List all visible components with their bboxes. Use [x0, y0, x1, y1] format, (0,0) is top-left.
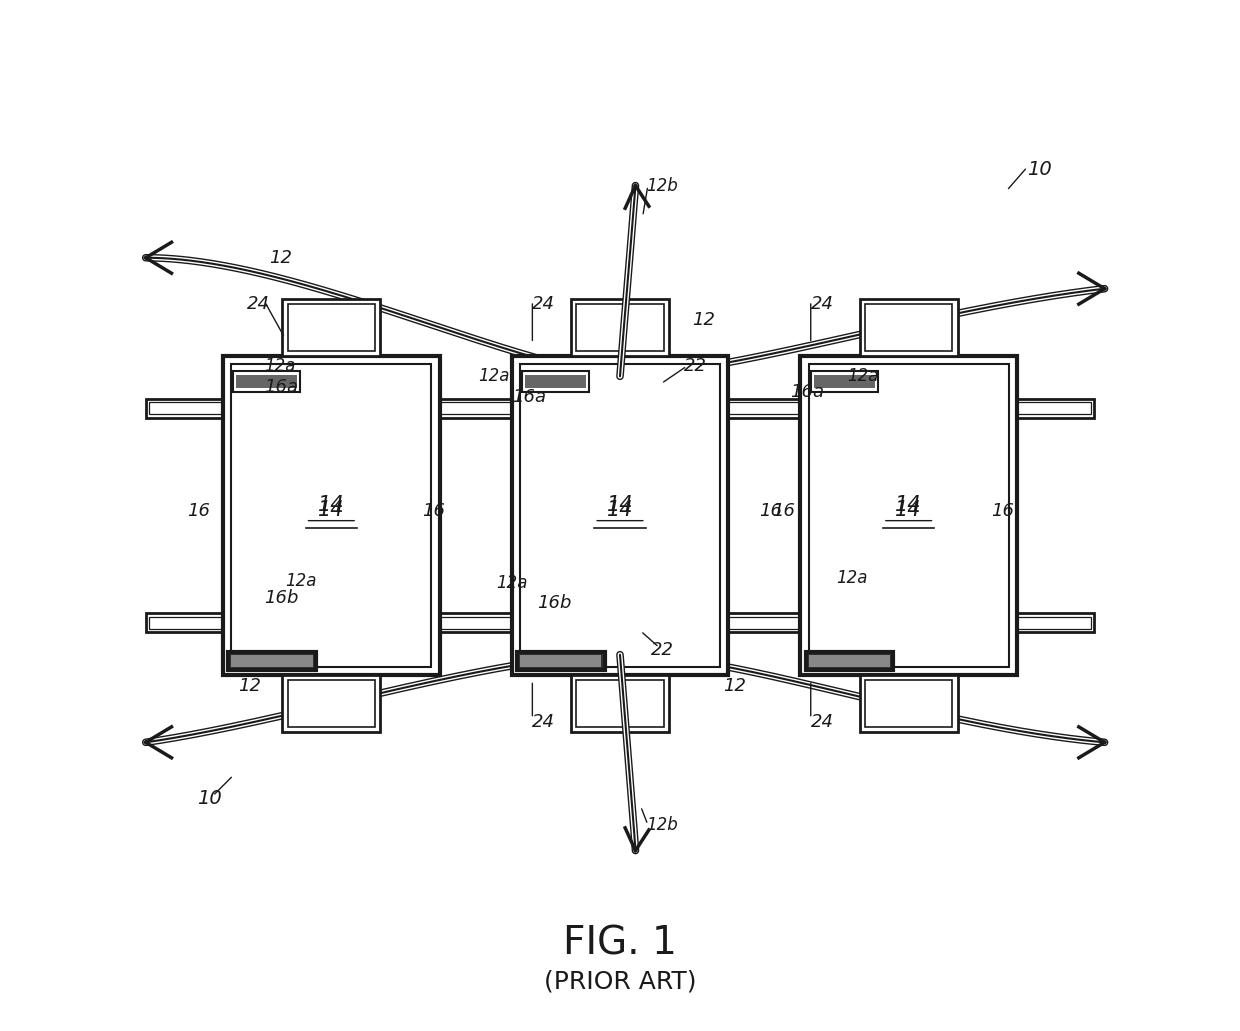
Text: 16a: 16a [264, 377, 299, 396]
Text: (PRIOR ART): (PRIOR ART) [544, 969, 696, 994]
Text: 12a: 12a [264, 357, 296, 375]
Text: 12a: 12a [847, 367, 878, 386]
Bar [859, 675, 957, 732]
Bar [808, 364, 1008, 667]
Text: 12a: 12a [285, 571, 316, 590]
Text: 24: 24 [532, 295, 556, 313]
Bar [520, 655, 601, 667]
Text: 14: 14 [319, 495, 345, 516]
Bar [811, 371, 878, 392]
Bar [283, 299, 381, 356]
Bar [577, 304, 663, 351]
Text: 24: 24 [247, 295, 270, 313]
Bar [801, 356, 1017, 675]
Text: 16: 16 [773, 501, 796, 520]
Bar [864, 304, 952, 351]
Bar [149, 617, 1091, 629]
Bar [526, 375, 587, 388]
Bar [572, 299, 668, 356]
Bar [232, 364, 432, 667]
Bar [859, 299, 957, 356]
Text: 12a: 12a [496, 573, 528, 592]
Text: 16: 16 [759, 501, 782, 520]
Text: 10: 10 [1027, 160, 1052, 179]
Bar [283, 675, 381, 732]
Bar [806, 652, 893, 670]
Bar [864, 680, 952, 727]
Text: 12: 12 [692, 310, 715, 329]
Bar [813, 375, 874, 388]
Bar [232, 655, 312, 667]
Text: 12: 12 [238, 676, 262, 695]
Bar [577, 680, 663, 727]
Bar [146, 613, 1094, 632]
Text: 10: 10 [197, 789, 222, 808]
Bar [808, 655, 890, 667]
Text: 12b: 12b [646, 816, 677, 834]
Text: 16b: 16b [264, 589, 299, 607]
Text: 16a: 16a [790, 383, 825, 401]
Text: 16a: 16a [512, 388, 546, 406]
Bar [149, 402, 1091, 414]
Text: 16: 16 [991, 501, 1014, 520]
Bar [288, 680, 376, 727]
Text: 12a: 12a [477, 367, 510, 386]
Text: 14: 14 [606, 495, 634, 516]
Text: 16: 16 [422, 501, 445, 520]
Text: 22: 22 [651, 640, 673, 659]
Bar [572, 675, 668, 732]
Text: 14: 14 [895, 499, 921, 520]
Bar [237, 375, 298, 388]
Bar [146, 399, 1094, 418]
Text: 16: 16 [187, 501, 210, 520]
Text: 12a: 12a [837, 568, 868, 587]
Text: 14: 14 [319, 499, 345, 520]
Bar [517, 652, 605, 670]
Bar [288, 304, 376, 351]
Bar [223, 356, 439, 675]
Text: 22: 22 [684, 357, 707, 375]
Text: 24: 24 [532, 712, 556, 731]
Bar [522, 371, 589, 392]
Text: 14: 14 [606, 499, 634, 520]
Text: 12: 12 [723, 676, 746, 695]
Bar [520, 364, 720, 667]
Text: 16b: 16b [537, 594, 572, 612]
Text: 12b: 12b [646, 176, 677, 195]
Text: 24: 24 [811, 295, 833, 313]
Bar [228, 652, 316, 670]
Bar [233, 371, 300, 392]
Bar [512, 356, 728, 675]
Text: 14: 14 [895, 495, 921, 516]
Text: FIG. 1: FIG. 1 [563, 925, 677, 962]
Text: 24: 24 [811, 712, 833, 731]
Text: 12: 12 [269, 248, 293, 267]
